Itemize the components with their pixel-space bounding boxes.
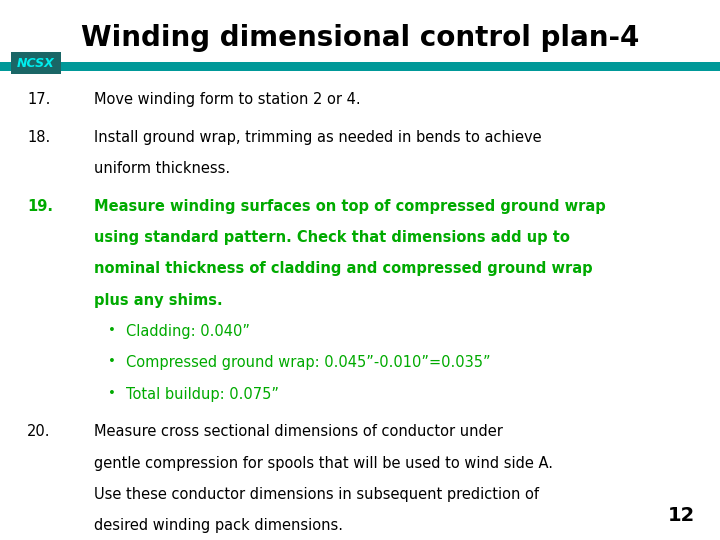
Text: using standard pattern. Check that dimensions add up to: using standard pattern. Check that dimen…: [94, 230, 570, 245]
Text: Cladding: 0.040”: Cladding: 0.040”: [126, 324, 250, 339]
Text: 17.: 17.: [27, 92, 50, 107]
Text: 19.: 19.: [27, 199, 53, 214]
Text: 18.: 18.: [27, 130, 50, 145]
Text: NCSX: NCSX: [17, 57, 55, 70]
Text: Total buildup: 0.075”: Total buildup: 0.075”: [126, 387, 279, 402]
Text: nominal thickness of cladding and compressed ground wrap: nominal thickness of cladding and compre…: [94, 261, 593, 276]
Bar: [0, 62, 720, 71]
Text: Compressed ground wrap: 0.045”-0.010”=0.035”: Compressed ground wrap: 0.045”-0.010”=0.…: [126, 355, 490, 370]
Text: uniform thickness.: uniform thickness.: [94, 161, 230, 176]
Text: •: •: [108, 387, 116, 400]
Text: Measure winding surfaces on top of compressed ground wrap: Measure winding surfaces on top of compr…: [94, 199, 606, 214]
Text: •: •: [108, 324, 116, 337]
Text: Move winding form to station 2 or 4.: Move winding form to station 2 or 4.: [94, 92, 360, 107]
Text: Use these conductor dimensions in subsequent prediction of: Use these conductor dimensions in subseq…: [94, 487, 539, 502]
Text: •: •: [108, 355, 116, 368]
Text: Measure cross sectional dimensions of conductor under: Measure cross sectional dimensions of co…: [94, 424, 503, 440]
Text: desired winding pack dimensions.: desired winding pack dimensions.: [94, 518, 347, 534]
Text: Winding dimensional control plan-4: Winding dimensional control plan-4: [81, 24, 639, 52]
Text: 20.: 20.: [27, 424, 51, 440]
Text: Install ground wrap, trimming as needed in bends to achieve: Install ground wrap, trimming as needed …: [94, 130, 541, 145]
Text: 12: 12: [667, 506, 695, 525]
Text: plus any shims.: plus any shims.: [94, 293, 222, 308]
Text: gentle compression for spools that will be used to wind side A.: gentle compression for spools that will …: [94, 456, 553, 471]
Bar: [11, 52, 61, 74]
